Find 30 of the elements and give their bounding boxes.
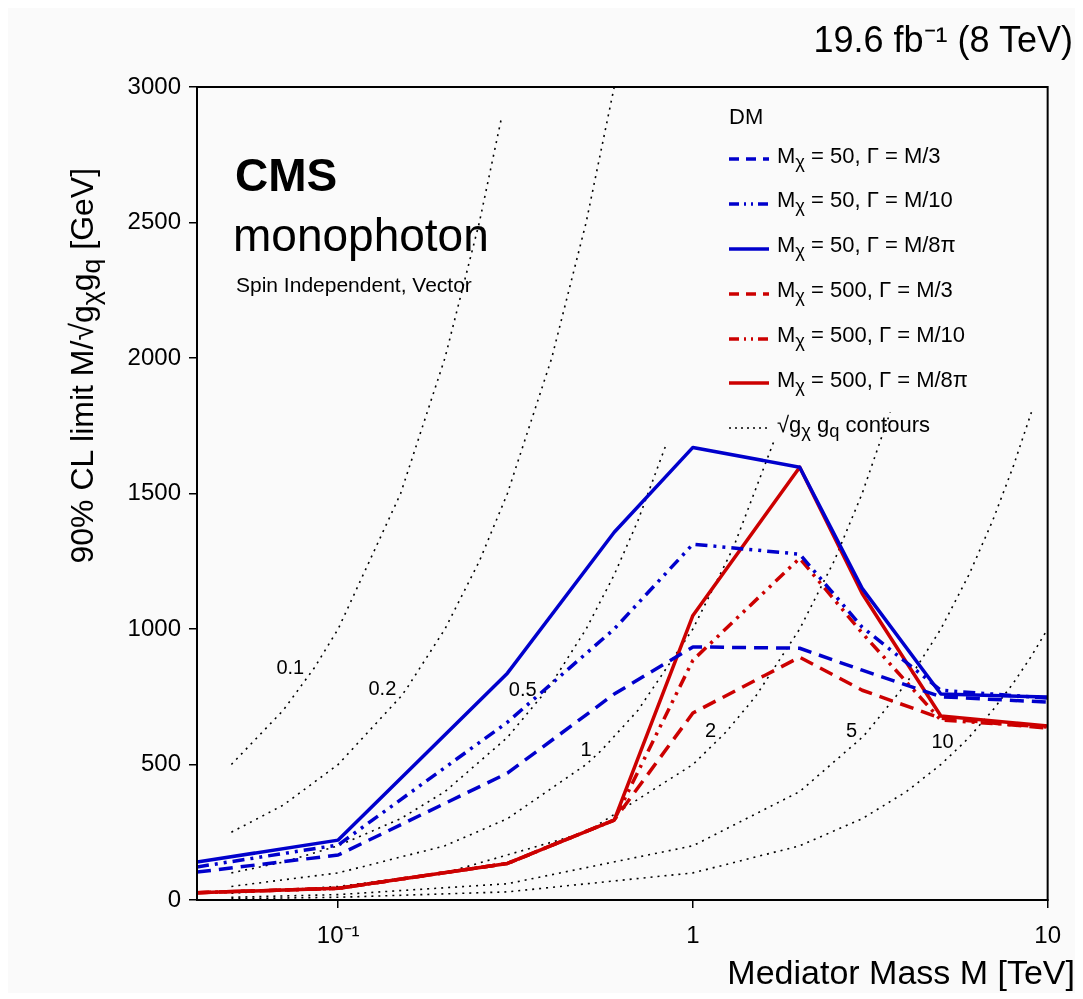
annotation: 10	[931, 730, 954, 753]
x-tick-label: 10⁻¹	[316, 921, 360, 949]
annotation: Spin Independent, Vector	[236, 273, 472, 297]
x-axis-title: Mediator Mass M [TeV]	[727, 953, 1075, 992]
legend-label: M$_{χ}$ = 50, Γ = M/8π	[777, 231, 956, 264]
annotation: 0.2	[368, 676, 397, 699]
legend-label: M$_{χ}$ = 500, Γ = M/3	[777, 276, 953, 309]
legend-label: √g$_{χ}$ g$_{q}$ contours	[777, 410, 930, 444]
annotation: 2	[704, 719, 717, 742]
annotation: 0.5	[508, 677, 537, 700]
annotation: monophoton	[233, 208, 489, 262]
x-tick-label: 10	[1034, 921, 1061, 949]
annotation: 5	[846, 719, 858, 742]
y-tick-label: 2500	[127, 207, 181, 235]
legend-label: M$_{χ}$ = 50, Γ = M/3	[777, 141, 941, 174]
y-tick-label: 1500	[127, 478, 181, 506]
y-tick-label: 500	[140, 749, 181, 777]
chart-title: 19.6 fb⁻¹ (8 TeV)	[813, 18, 1073, 62]
y-tick-label: 2000	[127, 342, 181, 370]
y-tick-label: 1000	[127, 613, 181, 641]
y-tick-label: 3000	[127, 71, 181, 99]
x-tick-label: 1	[686, 921, 700, 949]
legend-label: M$_{χ}$ = 500, Γ = M/10	[777, 321, 966, 354]
legend-title: DM	[728, 103, 765, 131]
legend-label: M$_{χ}$ = 500, Γ = M/8π	[777, 365, 968, 399]
y-tick-label: 0	[167, 884, 181, 912]
annotation: 1	[580, 737, 592, 760]
legend-label: M$_{χ}$ = 50, Γ = M/10	[777, 186, 953, 219]
annotation: 0.1	[276, 655, 305, 678]
annotation: CMS	[235, 148, 338, 202]
